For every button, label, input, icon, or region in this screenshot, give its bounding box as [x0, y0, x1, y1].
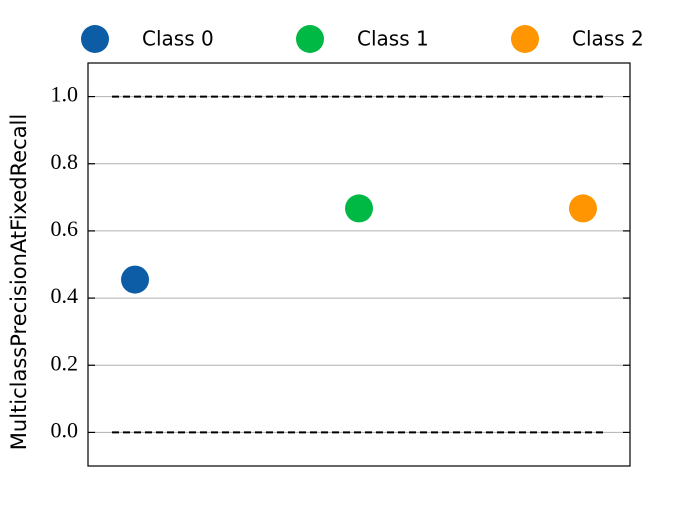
legend-label: Class 1: [357, 27, 429, 51]
legend-label: Class 0: [142, 27, 214, 51]
y-tick-label: 0.2: [51, 350, 79, 375]
legend-marker: [296, 25, 324, 53]
legend-label: Class 2: [572, 27, 644, 51]
y-tick-label: 0.8: [51, 149, 79, 174]
legend-marker: [81, 25, 109, 53]
y-tick-label: 1.0: [51, 82, 79, 107]
point: [121, 265, 150, 294]
y-tick-label: 0.6: [51, 216, 79, 241]
legend-marker: [511, 25, 539, 53]
y-tick-label: 0.4: [51, 283, 79, 308]
plot-frame: [87, 62, 631, 467]
point: [345, 194, 373, 223]
y-tick-label: 0.0: [51, 417, 79, 442]
point: [568, 194, 597, 223]
y-axis-label: MulticlassPrecisionAtFixedRecall: [7, 114, 31, 450]
